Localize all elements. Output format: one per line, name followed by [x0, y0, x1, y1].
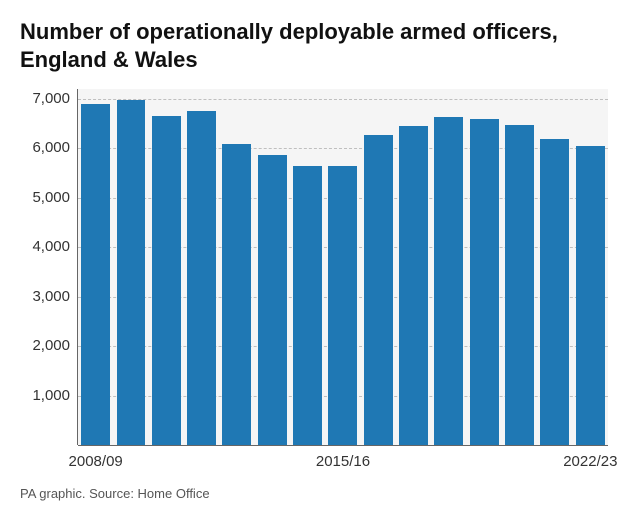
plot-area	[78, 89, 608, 445]
bar	[222, 144, 251, 445]
bar	[576, 146, 605, 445]
bar	[152, 116, 181, 445]
bar-slot	[573, 89, 608, 445]
chart-area: 1,000 2,000 3,000 4,000 5,000 6,000 7,000 2008…	[20, 89, 620, 477]
x-axis-line	[78, 445, 608, 446]
chart-footer: PA graphic. Source: Home Office	[20, 486, 210, 501]
bar-slot	[361, 89, 396, 445]
chart-title: Number of operationally deployable armed…	[20, 18, 620, 73]
y-tick-label: 4,000	[20, 238, 70, 255]
y-tick-label: 5,000	[20, 189, 70, 206]
bar	[540, 139, 569, 445]
bar	[470, 119, 499, 445]
bars-group	[78, 89, 608, 445]
bar	[117, 100, 146, 445]
bar	[399, 126, 428, 445]
bar-slot	[184, 89, 219, 445]
bar	[81, 104, 110, 445]
bar-slot	[325, 89, 360, 445]
bar-slot	[396, 89, 431, 445]
bar-slot	[502, 89, 537, 445]
bar-slot	[431, 89, 466, 445]
bar-slot	[219, 89, 254, 445]
bar	[328, 166, 357, 445]
bar-slot	[113, 89, 148, 445]
bar-slot	[537, 89, 572, 445]
bar	[364, 135, 393, 446]
x-tick-label: 2008/09	[46, 453, 146, 470]
bar	[505, 125, 534, 445]
bar	[293, 166, 322, 445]
y-tick-label: 6,000	[20, 139, 70, 156]
bar	[258, 155, 287, 445]
x-tick-label: 2022/23	[540, 453, 640, 470]
bar	[434, 117, 463, 445]
bar-slot	[290, 89, 325, 445]
chart-container: Number of operationally deployable armed…	[0, 0, 640, 515]
y-tick-label: 2,000	[20, 337, 70, 354]
bar-slot	[467, 89, 502, 445]
bar-slot	[149, 89, 184, 445]
bar	[187, 111, 216, 445]
y-tick-label: 7,000	[20, 90, 70, 107]
x-tick-label: 2015/16	[293, 453, 393, 470]
bar-slot	[255, 89, 290, 445]
bar-slot	[78, 89, 113, 445]
y-tick-label: 1,000	[20, 387, 70, 404]
y-axis-line	[77, 89, 78, 445]
y-tick-label: 3,000	[20, 288, 70, 305]
